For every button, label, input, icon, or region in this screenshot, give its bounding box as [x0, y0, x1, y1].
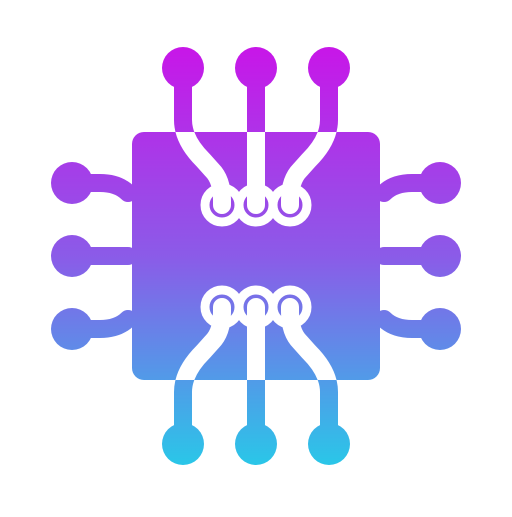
- cpu-chip-icon: [0, 0, 512, 512]
- chip-svg: [0, 0, 512, 512]
